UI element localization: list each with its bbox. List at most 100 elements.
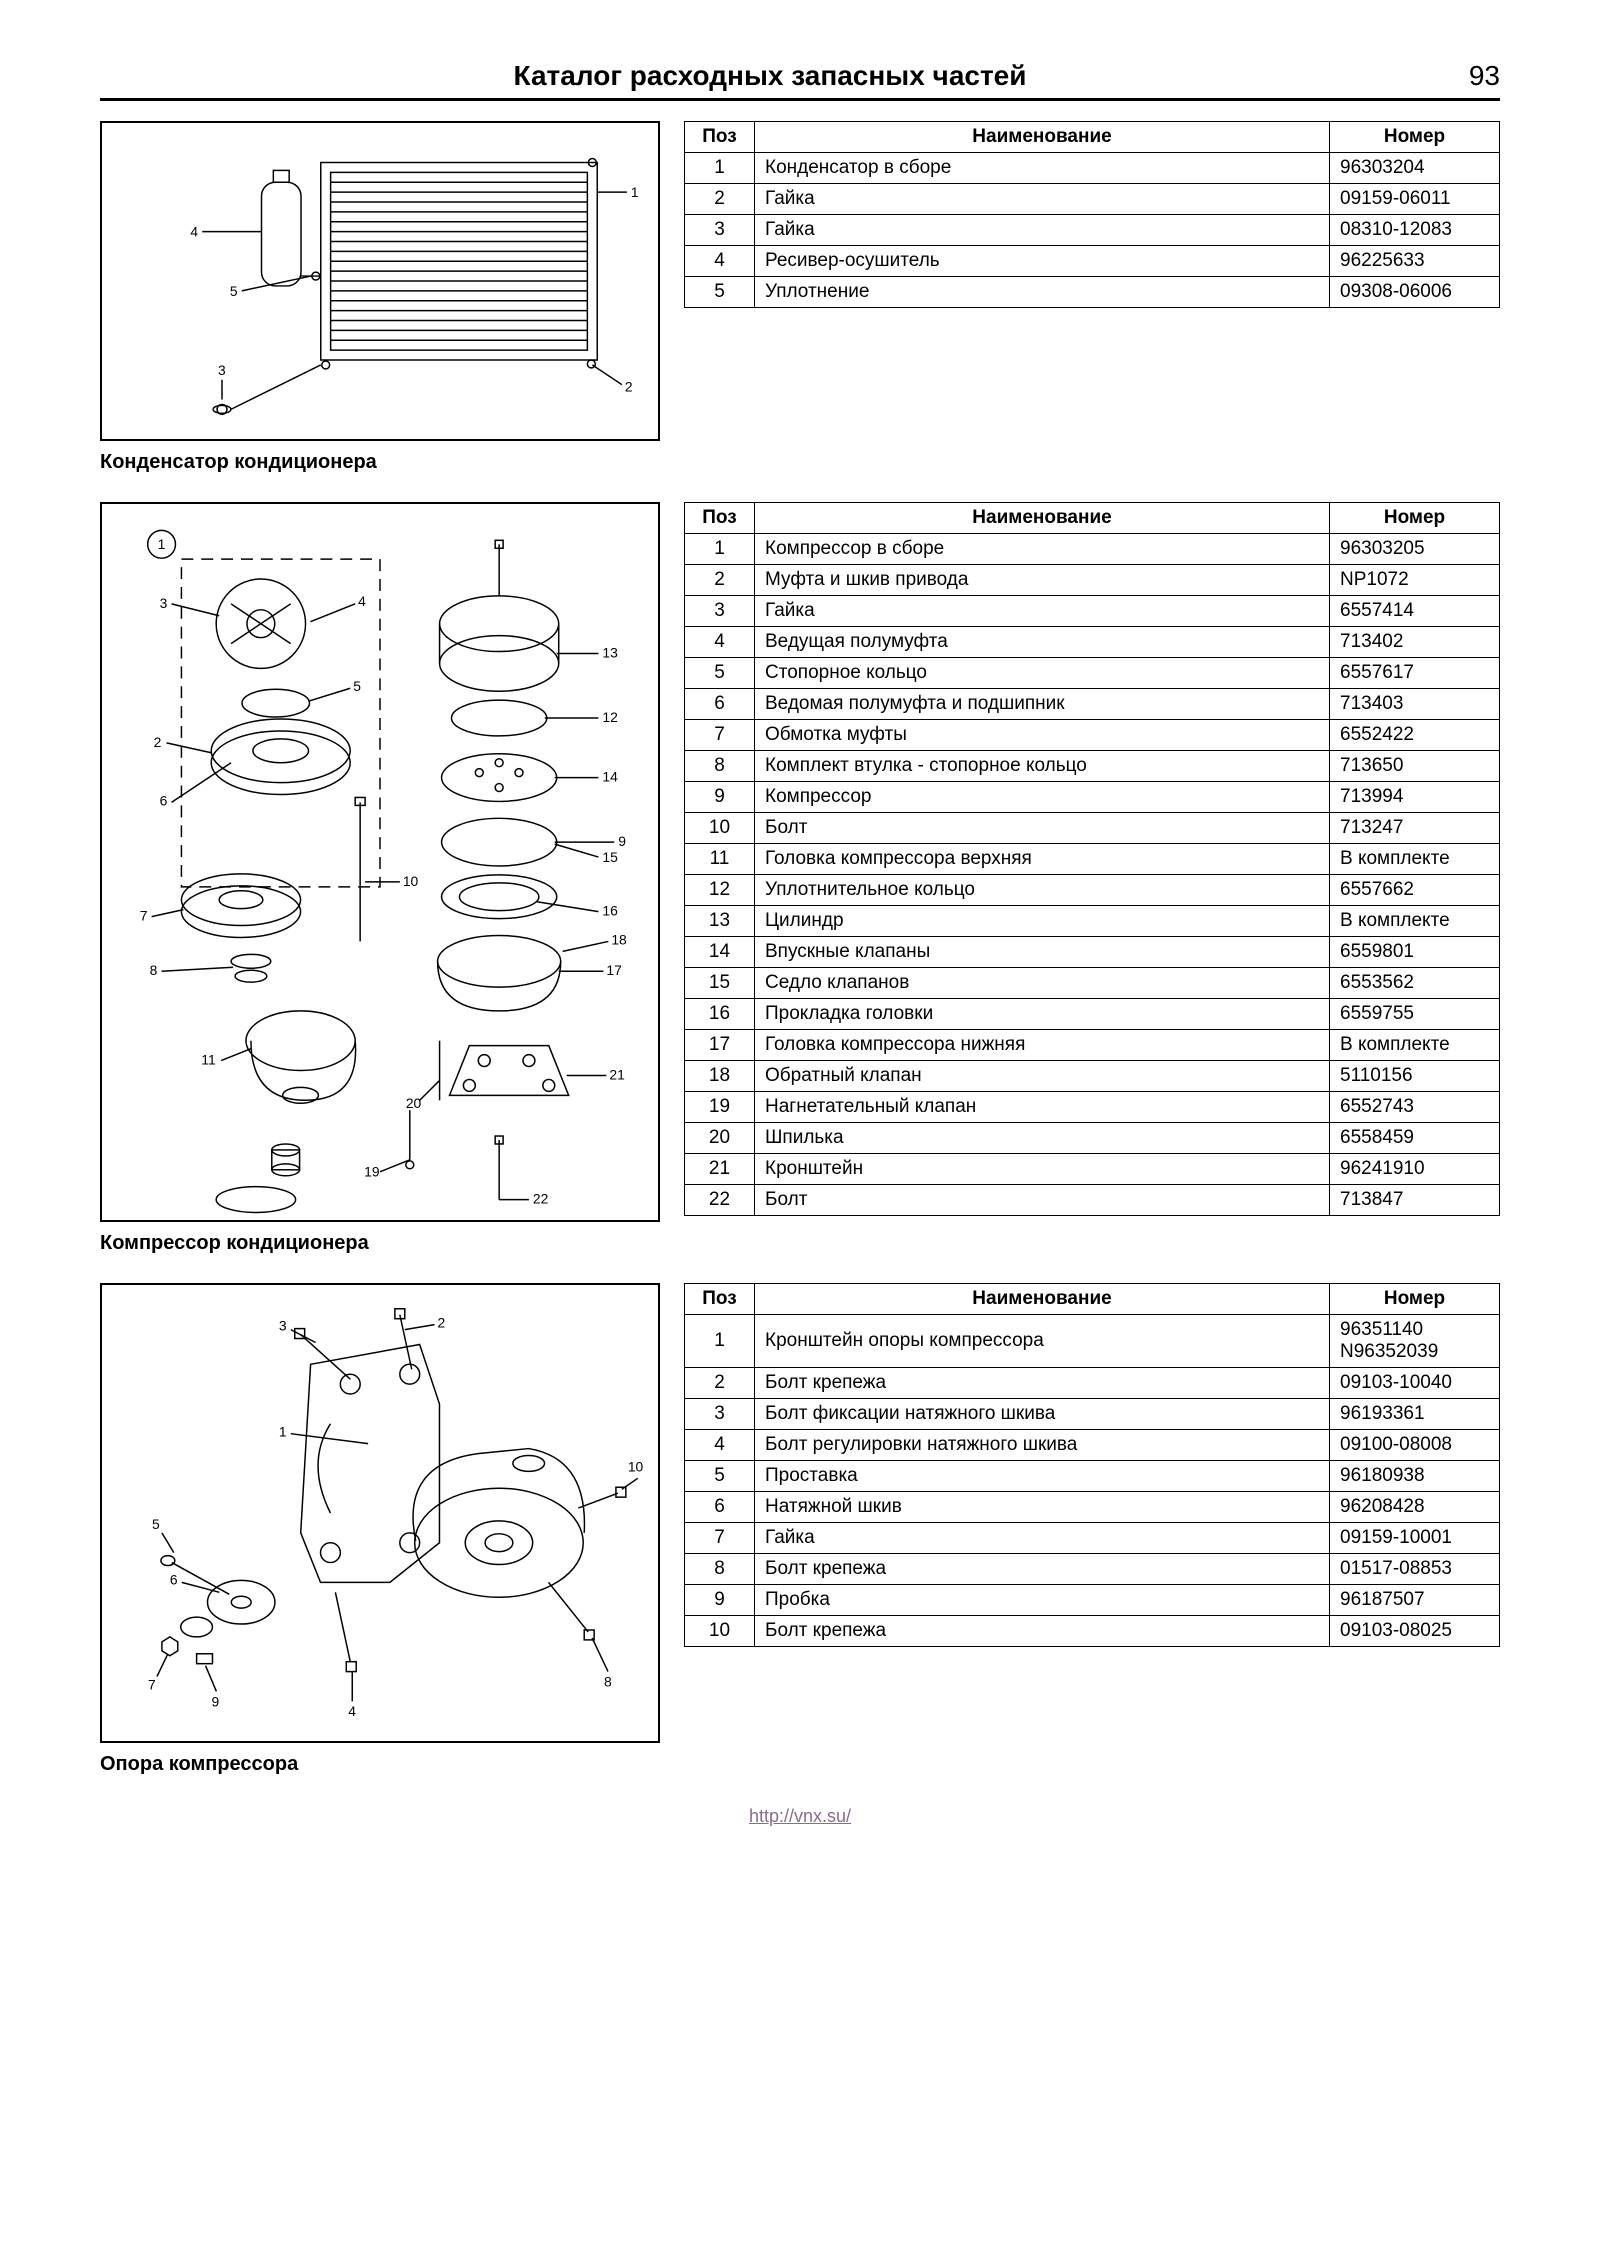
cell-name: Конденсатор в сборе <box>755 153 1330 184</box>
cell-pos: 18 <box>685 1061 755 1092</box>
cell-pos: 13 <box>685 906 755 937</box>
svg-text:10: 10 <box>403 873 419 889</box>
cell-num: В комплекте <box>1330 1030 1500 1061</box>
table-row: 19Нагнетательный клапан6552743 <box>685 1092 1500 1123</box>
table-row: 6Ведомая полумуфта и подшипник713403 <box>685 689 1500 720</box>
cell-num: 09308-06006 <box>1330 277 1500 308</box>
cell-num: 6559801 <box>1330 937 1500 968</box>
col-pos: Поз <box>685 122 755 153</box>
cell-pos: 1 <box>685 1315 755 1368</box>
cell-name: Стопорное кольцо <box>755 658 1330 689</box>
cell-num: 713402 <box>1330 627 1500 658</box>
cell-name: Болт крепежа <box>755 1368 1330 1399</box>
table-row: 16Прокладка головки6559755 <box>685 999 1500 1030</box>
cell-name: Муфта и шкив привода <box>755 565 1330 596</box>
cell-pos: 8 <box>685 1554 755 1585</box>
section-mount: 1 2 3 4 5 6 7 8 9 10 Опора компрессора П… <box>100 1283 1500 1776</box>
svg-text:20: 20 <box>406 1095 422 1111</box>
cell-name: Обратный клапан <box>755 1061 1330 1092</box>
cell-name: Болт <box>755 813 1330 844</box>
cell-num: 6557617 <box>1330 658 1500 689</box>
cell-name: Проставка <box>755 1461 1330 1492</box>
cell-name: Уплотнительное кольцо <box>755 875 1330 906</box>
cell-num: 09103-10040 <box>1330 1368 1500 1399</box>
cell-num: 96303204 <box>1330 153 1500 184</box>
cell-num: NP1072 <box>1330 565 1500 596</box>
cell-num: 96225633 <box>1330 246 1500 277</box>
cell-name: Компрессор в сборе <box>755 534 1330 565</box>
col-name: Наименование <box>755 503 1330 534</box>
col-num: Номер <box>1330 503 1500 534</box>
cell-num: 6552422 <box>1330 720 1500 751</box>
cell-name: Компрессор <box>755 782 1330 813</box>
table-row: 5Проставка96180938 <box>685 1461 1500 1492</box>
svg-text:5: 5 <box>152 1516 160 1532</box>
cell-pos: 3 <box>685 1399 755 1430</box>
table-row: 7Обмотка муфты6552422 <box>685 720 1500 751</box>
cell-pos: 10 <box>685 813 755 844</box>
cell-num: 713650 <box>1330 751 1500 782</box>
cell-pos: 10 <box>685 1616 755 1647</box>
table-row: 3Гайка08310-12083 <box>685 215 1500 246</box>
cell-pos: 6 <box>685 689 755 720</box>
cell-pos: 5 <box>685 277 755 308</box>
svg-text:2: 2 <box>437 1315 445 1331</box>
cell-name: Натяжной шкив <box>755 1492 1330 1523</box>
table-row: 8Комплект втулка - стопорное кольцо71365… <box>685 751 1500 782</box>
cell-num: 96208428 <box>1330 1492 1500 1523</box>
cell-pos: 11 <box>685 844 755 875</box>
cell-num: 96241910 <box>1330 1154 1500 1185</box>
svg-text:19: 19 <box>364 1164 380 1180</box>
svg-text:1: 1 <box>158 536 166 552</box>
cell-pos: 5 <box>685 658 755 689</box>
table-row: 10Болт крепежа09103-08025 <box>685 1616 1500 1647</box>
table-row: 15Седло клапанов6553562 <box>685 968 1500 999</box>
table-row: 4Болт регулировки натяжного шкива09100-0… <box>685 1430 1500 1461</box>
cell-num: В комплекте <box>1330 844 1500 875</box>
svg-text:1: 1 <box>631 184 639 200</box>
table-row: 1Кронштейн опоры компрессора96351140N963… <box>685 1315 1500 1368</box>
svg-text:2: 2 <box>625 379 633 395</box>
svg-text:5: 5 <box>230 283 238 299</box>
footer-link[interactable]: http://vnx.su/ <box>100 1806 1500 1827</box>
table-row: 7Гайка09159-10001 <box>685 1523 1500 1554</box>
col-name: Наименование <box>755 122 1330 153</box>
table-row: 5Стопорное кольцо6557617 <box>685 658 1500 689</box>
page-number: 93 <box>1440 60 1500 92</box>
cell-pos: 17 <box>685 1030 755 1061</box>
svg-text:7: 7 <box>140 908 148 924</box>
page-title: Каталог расходных запасных частей <box>100 60 1440 92</box>
svg-text:2: 2 <box>154 734 162 750</box>
cell-name: Болт крепежа <box>755 1554 1330 1585</box>
svg-text:3: 3 <box>279 1318 287 1334</box>
table-row: 12Уплотнительное кольцо6557662 <box>685 875 1500 906</box>
svg-text:12: 12 <box>602 709 618 725</box>
svg-text:6: 6 <box>160 792 168 808</box>
cell-num: 09159-10001 <box>1330 1523 1500 1554</box>
cell-name: Комплект втулка - стопорное кольцо <box>755 751 1330 782</box>
col-num: Номер <box>1330 122 1500 153</box>
table-row: 1Конденсатор в сборе96303204 <box>685 153 1500 184</box>
table-row: 21Кронштейн96241910 <box>685 1154 1500 1185</box>
cell-num: 96303205 <box>1330 534 1500 565</box>
parts-table-compressor: ПозНаименованиеНомер1Компрессор в сборе9… <box>684 502 1500 1216</box>
cell-name: Прокладка головки <box>755 999 1330 1030</box>
cell-pos: 8 <box>685 751 755 782</box>
cell-num: 6557662 <box>1330 875 1500 906</box>
cell-pos: 22 <box>685 1185 755 1216</box>
cell-num: 96180938 <box>1330 1461 1500 1492</box>
cell-name: Обмотка муфты <box>755 720 1330 751</box>
svg-text:1: 1 <box>279 1424 287 1440</box>
cell-pos: 2 <box>685 184 755 215</box>
cell-pos: 9 <box>685 1585 755 1616</box>
col-pos: Поз <box>685 503 755 534</box>
svg-text:22: 22 <box>533 1191 549 1207</box>
cell-name: Кронштейн опоры компрессора <box>755 1315 1330 1368</box>
cell-pos: 1 <box>685 534 755 565</box>
table-row: 2Гайка09159-06011 <box>685 184 1500 215</box>
svg-text:17: 17 <box>606 962 622 978</box>
cell-pos: 9 <box>685 782 755 813</box>
cell-name: Болт регулировки натяжного шкива <box>755 1430 1330 1461</box>
svg-text:8: 8 <box>150 962 158 978</box>
svg-text:3: 3 <box>218 362 226 378</box>
